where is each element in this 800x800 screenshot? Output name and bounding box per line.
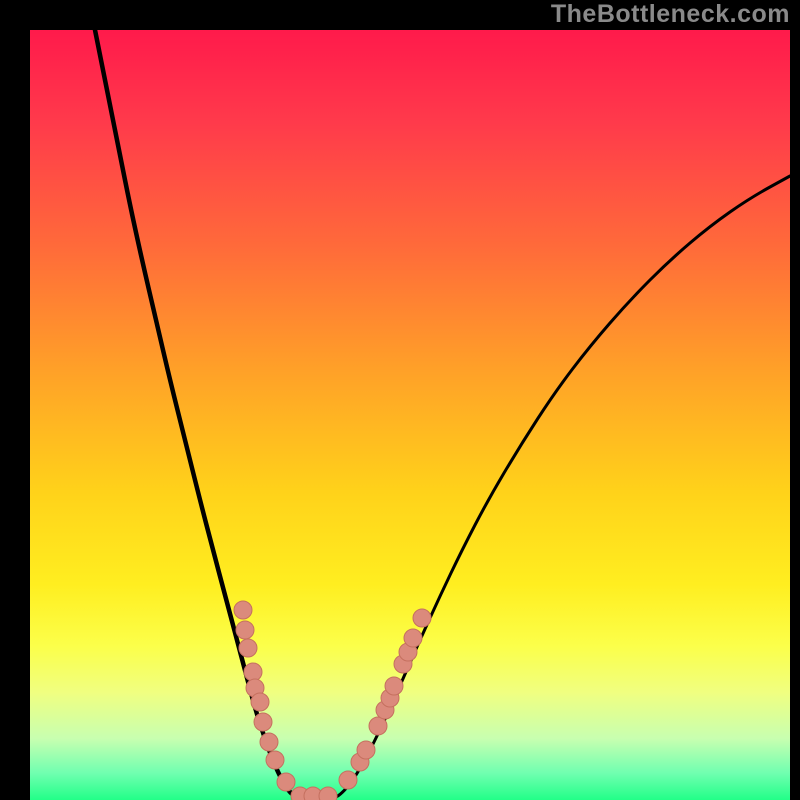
plot-area bbox=[30, 30, 790, 800]
watermark-text: TheBottleneck.com bbox=[551, 0, 790, 29]
data-marker bbox=[357, 741, 375, 759]
data-marker bbox=[339, 771, 357, 789]
data-marker bbox=[404, 629, 422, 647]
marker-group bbox=[234, 601, 431, 800]
stage: TheBottleneck.com bbox=[0, 0, 800, 800]
data-marker bbox=[369, 717, 387, 735]
data-marker bbox=[260, 733, 278, 751]
data-marker bbox=[236, 621, 254, 639]
data-marker bbox=[319, 787, 337, 800]
data-marker bbox=[413, 609, 431, 627]
data-marker bbox=[266, 751, 284, 769]
curve-left bbox=[95, 30, 304, 800]
data-marker bbox=[277, 773, 295, 791]
data-marker bbox=[239, 639, 257, 657]
data-marker bbox=[254, 713, 272, 731]
data-marker bbox=[251, 693, 269, 711]
curve-right bbox=[330, 176, 790, 800]
data-marker bbox=[244, 663, 262, 681]
data-marker bbox=[234, 601, 252, 619]
plot-svg bbox=[30, 30, 790, 800]
data-marker bbox=[385, 677, 403, 695]
